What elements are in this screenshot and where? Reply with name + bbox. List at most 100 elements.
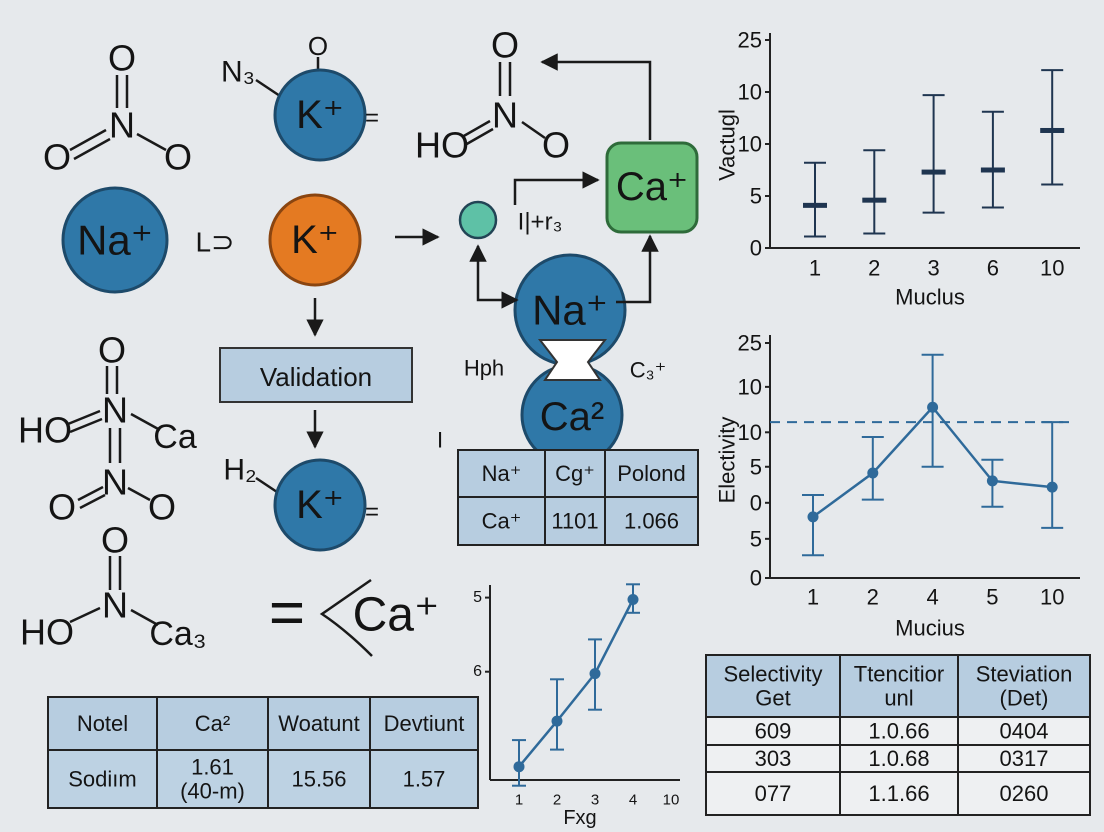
table-cell: [267, 749, 371, 809]
point: [803, 202, 827, 208]
equation-ion: Ca⁺: [353, 589, 440, 642]
x-axis-label: Fxg: [563, 807, 596, 829]
point: [1046, 481, 1058, 493]
ion-label: K⁺: [291, 218, 339, 262]
x-tick-label: 1: [807, 585, 819, 610]
atom: HO: [20, 612, 74, 653]
y-axis-label: Electivity: [715, 417, 740, 504]
y-tick-label: 10: [738, 374, 762, 399]
data-line: [518, 598, 635, 768]
x-tick-label: 4: [926, 585, 938, 610]
table-text: Steviation: [976, 661, 1073, 686]
atom: O: [108, 38, 136, 79]
y-tick-label: 0: [750, 490, 762, 515]
atom: O: [43, 137, 71, 178]
diagram-shapes: [61, 68, 699, 552]
point: [986, 475, 998, 487]
table-text: 077: [755, 781, 792, 806]
atom: O: [308, 31, 328, 61]
y-tick-label: 0: [750, 236, 762, 261]
atom: O: [101, 520, 129, 561]
x-tick-label: 10: [663, 792, 680, 809]
ion-prefix: H₂: [223, 454, 256, 487]
table-cell: [369, 749, 479, 809]
y-tick-label: 6: [473, 663, 482, 680]
table-text: Notel: [77, 711, 128, 736]
y-tick-label: 0: [750, 566, 762, 591]
x-tick-label: 5: [986, 585, 998, 610]
table-text: Selectivity: [723, 661, 822, 686]
x-tick-label: 1: [515, 792, 523, 809]
table-cell: [156, 749, 269, 809]
x-tick-label: 6: [987, 256, 999, 281]
point: [513, 761, 525, 773]
table-cell: [457, 496, 546, 546]
arrows: [306, 53, 659, 449]
point: [921, 169, 946, 175]
table-cell: [839, 716, 959, 746]
y-tick-label: 5: [750, 526, 762, 551]
point: [807, 511, 819, 523]
point: [927, 401, 939, 413]
side-label: C₃⁺: [630, 358, 666, 383]
point: [551, 715, 563, 727]
table-text: Devtiunt: [384, 711, 465, 736]
ion-label: K⁺: [296, 483, 344, 527]
table-text: 0317: [1000, 746, 1049, 771]
atom: O: [542, 125, 570, 166]
table-text: 1.0.68: [868, 746, 929, 771]
point: [980, 167, 1005, 173]
atom: O: [48, 487, 76, 528]
x-tick-label: 1: [809, 256, 821, 281]
y-tick-label: 10: [738, 132, 762, 157]
atom: HO: [18, 410, 72, 451]
table-cell: [957, 744, 1091, 773]
y-tick-label: 10: [738, 420, 762, 445]
x-axis-label: Muclus: [895, 285, 965, 310]
table-text: 303: [755, 746, 792, 771]
ion-label: Ca²: [540, 395, 604, 439]
table-text: 1.61: [191, 754, 234, 779]
table-text: Ca⁺: [482, 509, 522, 534]
table-cell: [839, 744, 959, 773]
x-tick-label: 2: [867, 585, 879, 610]
table-text: Ca²: [195, 711, 230, 736]
ion-prefix: N₃: [221, 56, 255, 89]
x-tick-label: 2: [868, 256, 880, 281]
table-text: Get: [755, 686, 790, 711]
table-text: Na⁺: [482, 461, 522, 486]
box-label: Validation: [260, 362, 372, 392]
table-text: 0404: [1000, 719, 1049, 744]
point: [627, 594, 639, 605]
table-text: 1.0.66: [868, 719, 929, 744]
node-label: I|+r₃: [518, 209, 563, 236]
table-text: 1.066: [624, 509, 679, 534]
table-cell: [369, 696, 479, 751]
table-cell: [604, 449, 699, 498]
ion-suffix: =: [365, 105, 379, 132]
table-cell: [47, 749, 158, 809]
y-tick-label: 5: [750, 454, 762, 479]
y-tick-label: 5: [473, 589, 482, 606]
table-text: 609: [755, 719, 792, 744]
link-label: L⊃: [195, 227, 234, 258]
atom: Ca₃: [149, 615, 206, 653]
ion-label: K⁺: [296, 93, 344, 137]
y-tick-label: 25: [738, 28, 762, 53]
table-text: Ttencitior: [854, 661, 944, 686]
x-tick-label: 3: [927, 256, 939, 281]
table-cell: [604, 496, 699, 546]
table-text: unl: [884, 686, 913, 711]
table-cell: [705, 771, 841, 816]
table-cell: [457, 449, 546, 498]
x-tick-label: 4: [629, 792, 637, 809]
table-text: 1101: [551, 509, 598, 534]
table-cell: [839, 654, 959, 718]
y-tick-label: 5: [750, 184, 762, 209]
table-text: Cg⁺: [555, 461, 595, 486]
table-cell: [544, 496, 606, 546]
y-tick-label: 10: [738, 80, 762, 105]
atom: O: [164, 137, 192, 178]
y-axis-label: Vactugl: [715, 109, 740, 181]
